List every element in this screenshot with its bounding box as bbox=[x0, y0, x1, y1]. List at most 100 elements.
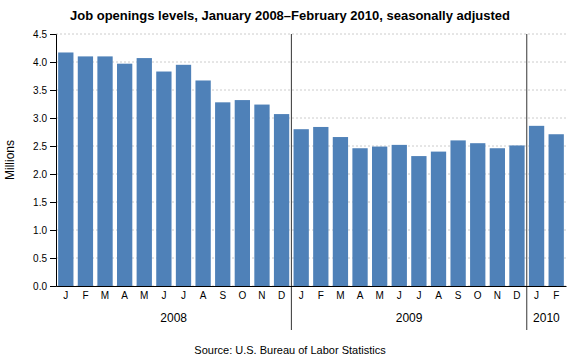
group-label: 2010 bbox=[533, 311, 560, 325]
tick: J bbox=[397, 290, 402, 301]
tick: F bbox=[553, 290, 559, 301]
bar bbox=[294, 129, 309, 286]
group-divider bbox=[291, 34, 292, 330]
tick-label: A bbox=[200, 290, 207, 301]
tick-label: 4.5 bbox=[33, 29, 47, 40]
tick: S bbox=[219, 290, 226, 301]
bar bbox=[274, 114, 289, 286]
tick: A bbox=[121, 290, 128, 301]
tick: A bbox=[435, 290, 442, 301]
bar bbox=[215, 102, 230, 286]
tick-label: D bbox=[278, 290, 285, 301]
tick: 3.0 bbox=[33, 113, 56, 124]
tick-label: 2.0 bbox=[33, 169, 47, 180]
tick: 0.0 bbox=[33, 281, 56, 292]
tick: J bbox=[63, 290, 68, 301]
tick: N bbox=[258, 290, 265, 301]
tick: S bbox=[455, 290, 462, 301]
tick-label: S bbox=[219, 290, 226, 301]
tick: D bbox=[278, 290, 285, 301]
bar bbox=[235, 100, 250, 286]
tick-label: J bbox=[161, 290, 166, 301]
tick-mark bbox=[50, 62, 56, 63]
tick: J bbox=[534, 290, 539, 301]
group-label: 2009 bbox=[396, 311, 423, 325]
tick: J bbox=[181, 290, 186, 301]
grid-line bbox=[56, 230, 566, 231]
tick: M bbox=[375, 290, 383, 301]
bar bbox=[333, 137, 348, 286]
tick-label: J bbox=[534, 290, 539, 301]
bar bbox=[117, 64, 132, 286]
tick-mark bbox=[50, 230, 56, 231]
tick-label: F bbox=[82, 290, 88, 301]
grid-line bbox=[56, 90, 566, 91]
tick-mark bbox=[50, 34, 56, 35]
tick-mark bbox=[50, 118, 56, 119]
bar bbox=[529, 126, 544, 286]
tick-label: A bbox=[435, 290, 442, 301]
group-labels: 2008 2009 2010 bbox=[160, 311, 560, 325]
tick: M bbox=[101, 290, 109, 301]
tick-label: 1.5 bbox=[33, 197, 47, 208]
tick-mark bbox=[50, 90, 56, 91]
tick-label: A bbox=[121, 290, 128, 301]
bar bbox=[470, 143, 485, 286]
tick-label: 0.5 bbox=[33, 253, 47, 264]
y-axis: 0.0 0.5 1.0 1.5 2.0 2.5 3.0 3.5 4.0 4.5 bbox=[33, 29, 56, 292]
tick: 0.5 bbox=[33, 253, 56, 264]
grid-line bbox=[56, 258, 566, 259]
tick-label: J bbox=[63, 290, 68, 301]
tick-label: N bbox=[258, 290, 265, 301]
tick-label: 3.5 bbox=[33, 85, 47, 96]
tick: A bbox=[200, 290, 207, 301]
tick-mark bbox=[50, 202, 56, 203]
grid-line bbox=[56, 286, 566, 287]
group-label: 2008 bbox=[160, 311, 187, 325]
tick-label: N bbox=[494, 290, 501, 301]
grid bbox=[56, 34, 566, 286]
tick: J bbox=[299, 290, 304, 301]
bar bbox=[137, 58, 152, 286]
tick: 4.5 bbox=[33, 29, 56, 40]
grid-line bbox=[56, 174, 566, 175]
bar bbox=[372, 147, 387, 286]
tick-label: D bbox=[513, 290, 520, 301]
grid-line bbox=[56, 62, 566, 63]
tick-label: M bbox=[336, 290, 344, 301]
x-axis: JFMAMJJASONDJFMAMJJASONDJF bbox=[57, 287, 567, 302]
tick: A bbox=[357, 290, 364, 301]
bar bbox=[509, 145, 524, 286]
grid-line bbox=[56, 118, 566, 119]
tick-label: O bbox=[238, 290, 246, 301]
tick-mark bbox=[50, 174, 56, 175]
tick: 1.0 bbox=[33, 225, 56, 236]
tick-mark bbox=[50, 146, 56, 147]
tick: F bbox=[318, 290, 324, 301]
plot: 0.00.51.01.52.02.53.03.54.04.5JFMAMJJASO… bbox=[3, 29, 567, 330]
y-axis-title: Millions bbox=[3, 140, 17, 180]
bar bbox=[431, 152, 446, 286]
tick-label: 3.0 bbox=[33, 113, 47, 124]
bar bbox=[97, 56, 112, 286]
tick: O bbox=[474, 290, 482, 301]
tick: 1.5 bbox=[33, 197, 56, 208]
bar bbox=[392, 145, 407, 286]
grid-line bbox=[56, 146, 566, 147]
tick: M bbox=[336, 290, 344, 301]
source: Source: U.S. Bureau of Labor Statistics bbox=[194, 344, 386, 356]
tick: O bbox=[238, 290, 246, 301]
tick: N bbox=[494, 290, 501, 301]
tick-label: M bbox=[140, 290, 148, 301]
tick: 4.0 bbox=[33, 57, 56, 68]
tick-label: J bbox=[181, 290, 186, 301]
tick-mark bbox=[50, 258, 56, 259]
bar bbox=[352, 148, 367, 286]
tick: 2.0 bbox=[33, 169, 56, 180]
title: Job openings levels, January 2008–Februa… bbox=[70, 8, 510, 23]
tick: 2.5 bbox=[33, 141, 56, 152]
tick-label: J bbox=[416, 290, 421, 301]
tick-label: 4.0 bbox=[33, 57, 47, 68]
tick: D bbox=[513, 290, 520, 301]
bar bbox=[450, 140, 465, 286]
